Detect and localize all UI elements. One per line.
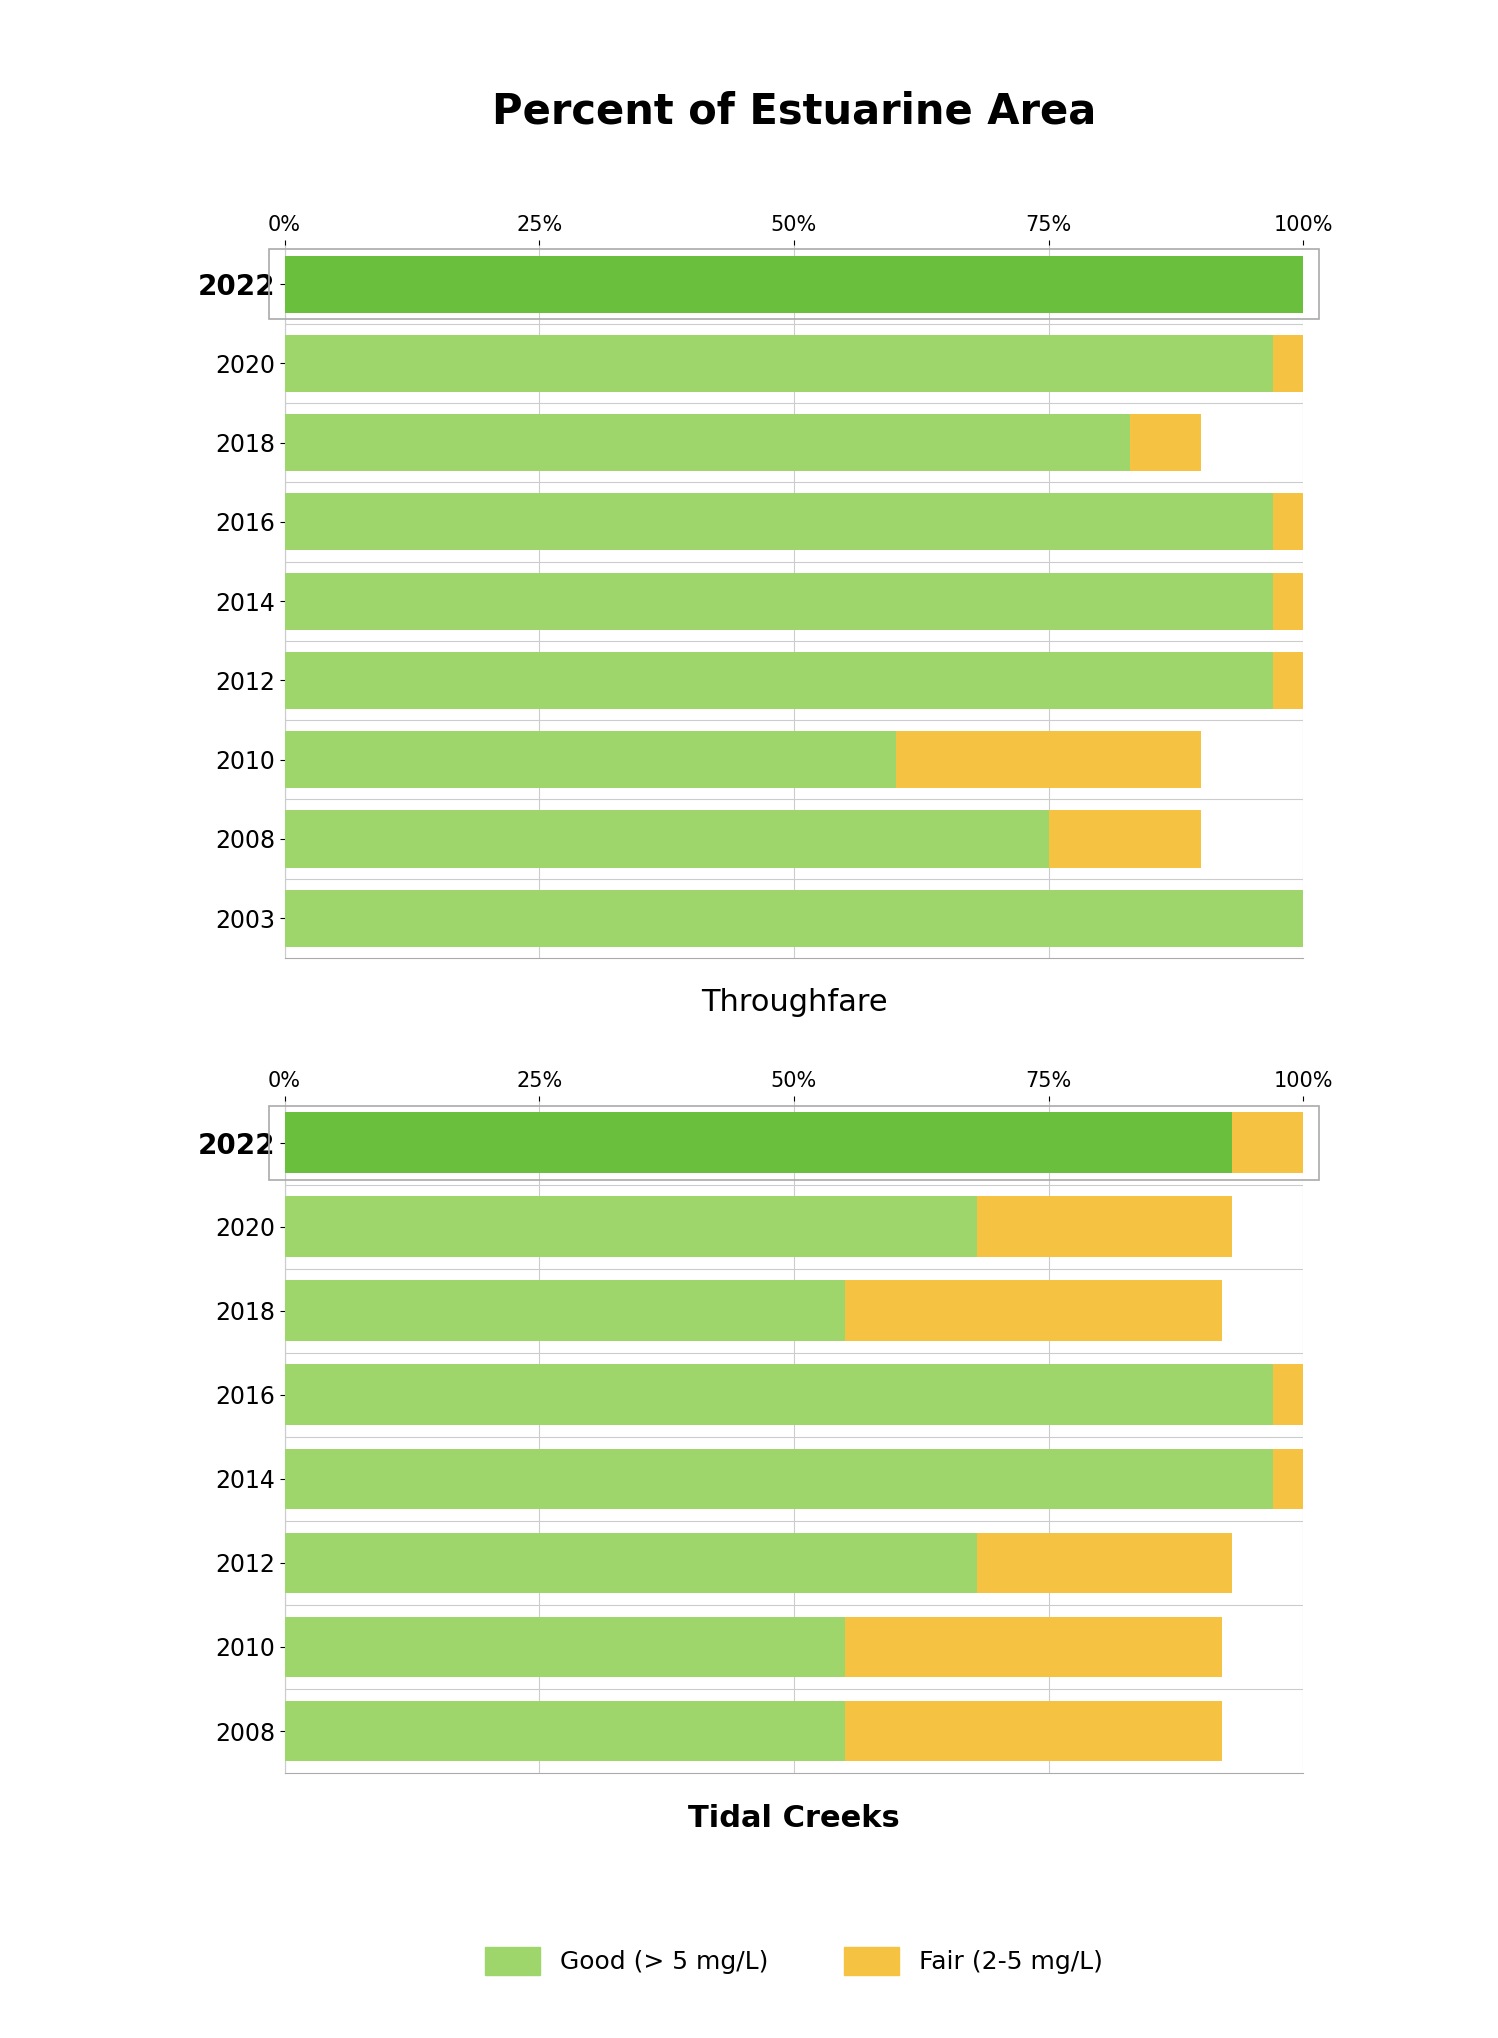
Bar bbox=[285, 1365, 1273, 1425]
Bar bbox=[270, 1105, 1318, 1180]
Bar bbox=[1273, 1449, 1303, 1508]
Bar bbox=[285, 1616, 845, 1677]
Bar bbox=[1273, 1365, 1303, 1425]
Bar bbox=[285, 1280, 845, 1341]
Bar bbox=[285, 573, 1273, 630]
Bar bbox=[1129, 414, 1201, 471]
Bar bbox=[285, 1196, 977, 1257]
Bar bbox=[285, 1533, 977, 1594]
Bar bbox=[285, 732, 896, 789]
Bar bbox=[285, 255, 1303, 312]
Bar bbox=[285, 652, 1273, 709]
Bar bbox=[1049, 811, 1201, 868]
Legend: Good (> 5 mg/L), Fair (2-5 mg/L): Good (> 5 mg/L), Fair (2-5 mg/L) bbox=[475, 1938, 1113, 1985]
Bar bbox=[285, 1702, 845, 1761]
Bar bbox=[285, 1449, 1273, 1508]
Bar bbox=[285, 811, 1049, 868]
Bar bbox=[285, 414, 1129, 471]
Text: Tidal Creeks: Tidal Creeks bbox=[688, 1804, 900, 1832]
Bar bbox=[845, 1702, 1222, 1761]
Bar bbox=[845, 1280, 1222, 1341]
Bar bbox=[896, 732, 1201, 789]
Bar bbox=[285, 493, 1273, 550]
Bar bbox=[285, 891, 1303, 948]
Bar bbox=[270, 249, 1318, 320]
Text: Throughfare: Throughfare bbox=[701, 988, 887, 1017]
Bar bbox=[1273, 652, 1303, 709]
Bar bbox=[1231, 1113, 1303, 1172]
Bar bbox=[1273, 573, 1303, 630]
Bar bbox=[977, 1196, 1231, 1257]
Bar bbox=[285, 334, 1273, 391]
Bar bbox=[285, 1113, 1231, 1172]
Bar bbox=[845, 1616, 1222, 1677]
Bar bbox=[977, 1533, 1231, 1594]
Text: Percent of Estuarine Area: Percent of Estuarine Area bbox=[491, 90, 1097, 132]
Bar bbox=[1273, 493, 1303, 550]
Bar bbox=[1273, 334, 1303, 391]
